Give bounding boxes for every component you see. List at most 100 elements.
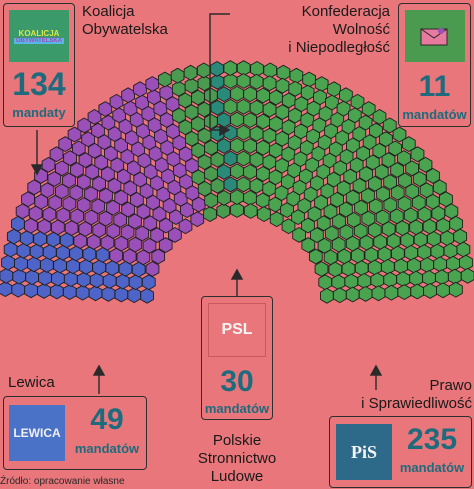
seat-koalicja-obywatelska	[109, 247, 124, 264]
seat-prawo-i-sprawiedliwo-	[344, 273, 359, 290]
seat-koalicja-obywatelska	[133, 81, 147, 98]
seat-prawo-i-sprawiedliwo-	[339, 87, 353, 104]
seat-lewica	[19, 230, 34, 247]
seat-prawo-i-sprawiedliwo-	[310, 227, 324, 244]
seat-lewica	[92, 259, 107, 276]
seat-prawo-i-sprawiedliwo-	[236, 176, 251, 193]
seat-prawo-i-sprawiedliwo-	[372, 108, 387, 125]
seat-polskie-stronnictwo-ludowe	[217, 189, 231, 206]
seat-polskie-stronnictwo-ludowe	[204, 113, 218, 130]
konf-name-label: Konfederacja Wolność i Niepodległość	[288, 3, 390, 56]
seat-prawo-i-sprawiedliwo-	[357, 272, 372, 289]
seat-prawo-i-sprawiedliwo-	[404, 244, 418, 261]
seat-prawo-i-sprawiedliwo-	[256, 139, 270, 156]
seat-prawo-i-sprawiedliwo-	[327, 81, 341, 98]
seat-koalicja-obywatelska	[28, 205, 43, 222]
seat-prawo-i-sprawiedliwo-	[275, 77, 290, 94]
seat-prawo-i-sprawiedliwo-	[359, 166, 374, 183]
seat-prawo-i-sprawiedliwo-	[436, 282, 450, 299]
konf-card: 11 mandatów	[398, 3, 471, 127]
seat-konfederacja-wolno-i-niepodleg-o-	[217, 86, 231, 103]
seat-lewica	[3, 241, 18, 258]
seat-lewica	[46, 231, 61, 248]
seat-prawo-i-sprawiedliwo-	[301, 217, 315, 234]
seat-polskie-stronnictwo-ludowe	[197, 75, 212, 92]
seat-lewica	[69, 245, 83, 262]
seat-prawo-i-sprawiedliwo-	[331, 274, 346, 291]
seat-prawo-i-sprawiedliwo-	[396, 271, 411, 288]
seat-lewica	[140, 287, 154, 304]
seat-lewica	[14, 255, 28, 272]
ko-name-label: Koalicja Obywatelska	[82, 3, 168, 38]
seat-lewica	[24, 282, 38, 299]
seat-koalicja-obywatelska	[64, 220, 79, 237]
lewica-card: LEWICA 49 mandatów	[3, 396, 147, 470]
seat-prawo-i-sprawiedliwo-	[374, 163, 389, 180]
seat-prawo-i-sprawiedliwo-	[230, 85, 244, 102]
seat-prawo-i-sprawiedliwo-	[249, 177, 264, 194]
seat-prawo-i-sprawiedliwo-	[243, 86, 257, 103]
seat-prawo-i-sprawiedliwo-	[377, 246, 392, 263]
seat-prawo-i-sprawiedliwo-	[388, 140, 403, 157]
psl-logo: PSL	[208, 303, 266, 357]
seat-koalicja-obywatelska	[100, 234, 115, 251]
seat-prawo-i-sprawiedliwo-	[301, 237, 316, 254]
seat-prawo-i-sprawiedliwo-	[318, 274, 333, 291]
seat-prawo-i-sprawiedliwo-	[420, 256, 434, 273]
seat-lewica	[16, 242, 31, 259]
seat-prawo-i-sprawiedliwo-	[401, 136, 416, 153]
seat-prawo-i-sprawiedliwo-	[249, 99, 264, 116]
seat-prawo-i-sprawiedliwo-	[249, 125, 264, 142]
seat-lewica	[131, 261, 146, 278]
seat-lewica	[141, 274, 156, 291]
seat-prawo-i-sprawiedliwo-	[361, 101, 376, 117]
seat-prawo-i-sprawiedliwo-	[460, 267, 474, 284]
seat-prawo-i-sprawiedliwo-	[398, 172, 412, 189]
seat-prawo-i-sprawiedliwo-	[352, 177, 367, 194]
seat-konfederacja-wolno-i-niepodleg-o-	[223, 150, 238, 167]
seat-prawo-i-sprawiedliwo-	[223, 98, 238, 115]
seat-lewica	[11, 281, 26, 298]
seat-koalicja-obywatelska	[136, 249, 151, 266]
seat-prawo-i-sprawiedliwo-	[263, 62, 278, 79]
ko-seat-unit: mandaty	[12, 105, 66, 120]
seat-koalicja-obywatelska	[15, 203, 30, 220]
seat-lewica	[63, 271, 78, 288]
seat-lewica	[76, 271, 91, 288]
seat-koalicja-obywatelska	[109, 93, 124, 110]
seat-prawo-i-sprawiedliwo-	[320, 287, 334, 304]
seat-koalicja-obywatelska	[78, 221, 93, 237]
seat-prawo-i-sprawiedliwo-	[236, 73, 251, 89]
seat-koalicja-obywatelska	[56, 207, 71, 224]
seat-koalicja-obywatelska	[37, 218, 52, 235]
seat-polskie-stronnictwo-ludowe	[196, 62, 211, 79]
seat-prawo-i-sprawiedliwo-	[409, 270, 423, 287]
seat-lewica	[11, 215, 25, 232]
seat-prawo-i-sprawiedliwo-	[230, 202, 244, 218]
seat-koalicja-obywatelska	[190, 211, 205, 228]
psl-card: PSL 30 mandatów	[201, 296, 273, 420]
seat-lewica	[27, 256, 41, 273]
seat-prawo-i-sprawiedliwo-	[370, 272, 385, 289]
seat-prawo-i-sprawiedliwo-	[291, 209, 305, 226]
seat-prawo-i-sprawiedliwo-	[256, 87, 270, 104]
seat-polskie-stronnictwo-ludowe	[197, 101, 212, 118]
seat-polskie-stronnictwo-ludowe	[183, 64, 198, 81]
seat-koalicja-obywatelska	[24, 217, 38, 234]
seat-koalicja-obywatelska	[145, 76, 160, 92]
seat-prawo-i-sprawiedliwo-	[243, 189, 257, 206]
lewica-logo: LEWICA	[9, 405, 65, 461]
konf-seat-count: 11	[418, 70, 451, 103]
seat-prawo-i-sprawiedliwo-	[435, 269, 449, 286]
seat-prawo-i-sprawiedliwo-	[332, 287, 347, 304]
seat-lewica	[88, 285, 103, 302]
ko-card: KOALICJA OBYWATELSKA 134 mandaty	[3, 3, 75, 127]
seat-prawo-i-sprawiedliwo-	[316, 215, 331, 232]
seat-lewica	[1, 254, 15, 271]
seat-prawo-i-sprawiedliwo-	[378, 131, 393, 148]
seat-prawo-i-sprawiedliwo-	[262, 180, 277, 197]
seat-koalicja-obywatelska	[27, 179, 42, 196]
konf-seat-unit: mandatów	[402, 107, 467, 122]
seat-prawo-i-sprawiedliwo-	[383, 174, 397, 190]
